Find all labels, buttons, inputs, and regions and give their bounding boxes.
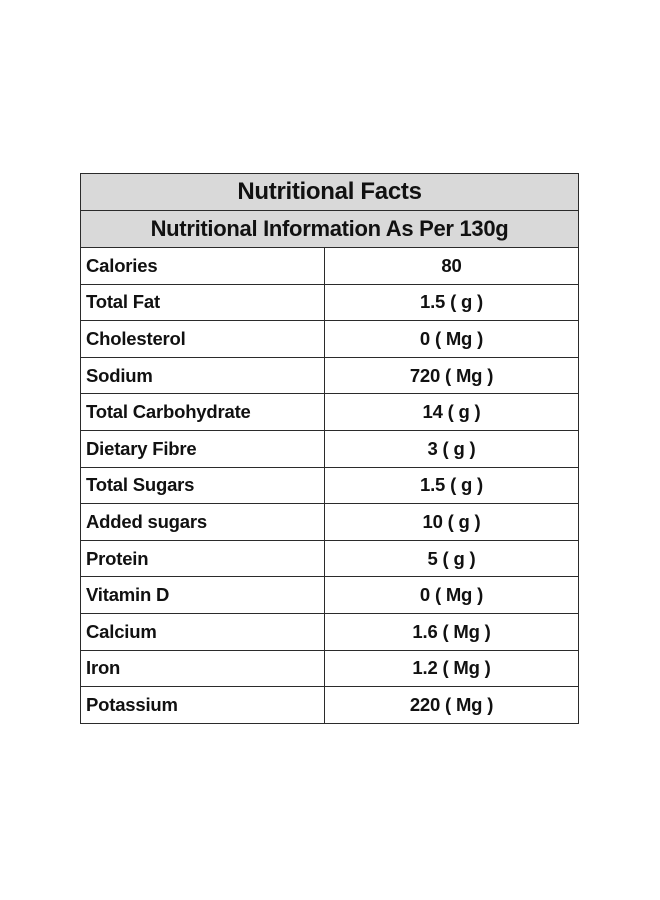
table-row: Vitamin D 0 ( Mg ) xyxy=(80,576,580,614)
nutrient-value: 1.5 ( g ) xyxy=(323,283,580,322)
nutrient-name: Cholesterol xyxy=(80,320,325,358)
subtitle-row: Nutritional Information As Per 130g xyxy=(79,210,580,248)
nutrient-name: Calories xyxy=(80,247,325,285)
table-row: Potassium 220 ( Mg ) xyxy=(80,686,580,724)
table-row: Total Carbohydrate 14 ( g ) xyxy=(80,393,580,431)
title-row: Nutritional Facts xyxy=(79,173,580,211)
table-row: Cholesterol 0 ( Mg ) xyxy=(80,320,580,358)
nutrient-name: Total Carbohydrate xyxy=(80,393,325,431)
nutrient-value: 1.2 ( Mg ) xyxy=(323,649,580,688)
nutrient-value: 14 ( g ) xyxy=(323,393,580,431)
table-row: Added sugars 10 ( g ) xyxy=(80,503,580,541)
nutrient-name: Total Fat xyxy=(80,283,325,322)
table-row: Calcium 1.6 ( Mg ) xyxy=(80,612,580,651)
table-row: Total Fat 1.5 ( g ) xyxy=(80,283,580,322)
nutrient-value: 5 ( g ) xyxy=(323,539,580,578)
nutrient-value: 1.6 ( Mg ) xyxy=(323,612,580,651)
table-row: Calories 80 xyxy=(80,247,580,285)
nutrient-value: 0 ( Mg ) xyxy=(323,576,580,614)
nutrient-value: 3 ( g ) xyxy=(323,429,580,468)
nutrient-name: Added sugars xyxy=(80,503,325,541)
nutrient-value: 10 ( g ) xyxy=(323,503,580,541)
nutrient-value: 0 ( Mg ) xyxy=(323,320,580,358)
table-row: Sodium 720 ( Mg ) xyxy=(80,356,580,395)
nutrient-name: Sodium xyxy=(80,356,325,395)
table-row: Dietary Fibre 3 ( g ) xyxy=(80,429,580,468)
nutrient-value: 1.5 ( g ) xyxy=(323,466,580,505)
nutrient-name: Calcium xyxy=(80,612,325,651)
table-title: Nutritional Facts xyxy=(79,173,580,211)
table-row: Protein 5 ( g ) xyxy=(80,539,580,578)
nutrient-name: Iron xyxy=(80,649,325,688)
table-row: Total Sugars 1.5 ( g ) xyxy=(80,466,580,505)
nutrient-name: Total Sugars xyxy=(80,466,325,505)
nutrient-name: Potassium xyxy=(80,686,325,724)
nutrient-value: 720 ( Mg ) xyxy=(323,356,580,395)
nutrient-name: Vitamin D xyxy=(80,576,325,614)
table-subtitle: Nutritional Information As Per 130g xyxy=(79,210,580,248)
nutrient-value: 80 xyxy=(323,247,580,285)
table-row: Iron 1.2 ( Mg ) xyxy=(80,649,580,688)
nutrient-name: Protein xyxy=(80,539,325,578)
nutrient-name: Dietary Fibre xyxy=(80,429,325,468)
nutrition-facts-table: Nutritional Facts Nutritional Informatio… xyxy=(79,173,580,724)
nutrient-value: 220 ( Mg ) xyxy=(323,686,580,724)
